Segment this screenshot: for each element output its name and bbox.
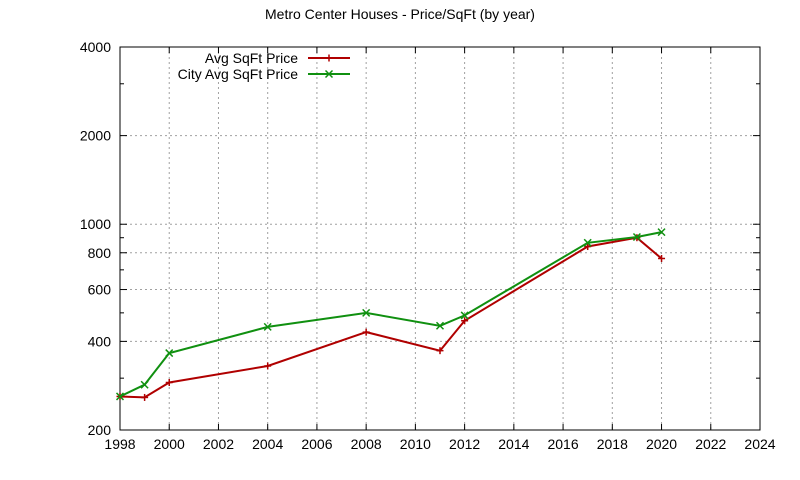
data-point xyxy=(632,232,641,242)
data-point xyxy=(461,317,469,325)
y-tick-label: 2000 xyxy=(80,128,111,144)
data-point xyxy=(325,54,333,62)
legend-label: City Avg SqFt Price xyxy=(178,66,299,82)
x-tick-label: 2012 xyxy=(449,436,480,452)
chart-title: Metro Center Houses - Price/SqFt (by yea… xyxy=(265,6,535,22)
data-point xyxy=(263,322,272,331)
x-tick-label: 2002 xyxy=(203,436,234,452)
data-point-mark xyxy=(583,238,592,247)
series-city-avg-sqft-price xyxy=(115,228,666,401)
data-point-mark xyxy=(324,69,334,79)
x-tick-label: 2018 xyxy=(597,436,628,452)
x-tick-label: 2024 xyxy=(744,436,775,452)
series-line xyxy=(119,236,663,399)
data-point xyxy=(264,362,272,370)
data-point xyxy=(436,347,444,355)
y-tick-label: 200 xyxy=(88,422,112,438)
data-point xyxy=(141,393,149,401)
y-tick-label: 600 xyxy=(88,282,112,298)
data-point xyxy=(165,378,173,386)
x-tick-label: 2010 xyxy=(400,436,431,452)
legend-entry: Avg SqFt Price xyxy=(205,50,350,66)
x-tick-label: 2000 xyxy=(154,436,185,452)
grid-lines xyxy=(120,47,760,430)
data-point xyxy=(435,321,445,330)
data-point xyxy=(658,254,666,262)
x-tick-label: 2004 xyxy=(252,436,283,452)
x-tick-label: 2022 xyxy=(695,436,726,452)
data-point xyxy=(362,308,371,317)
y-tick-label: 400 xyxy=(88,333,112,349)
x-tick-label: 2016 xyxy=(547,436,578,452)
x-tick-label: 1998 xyxy=(104,436,135,452)
legend-entry: City Avg SqFt Price xyxy=(178,66,350,82)
legend-label: Avg SqFt Price xyxy=(205,50,298,66)
data-point-mark xyxy=(460,311,469,320)
data-point-mark xyxy=(632,232,641,242)
data-point xyxy=(324,69,334,79)
plot-frame xyxy=(119,46,761,431)
data-point xyxy=(115,392,125,401)
x-tick-label: 2006 xyxy=(301,436,332,452)
data-point xyxy=(460,311,469,320)
y-tick-label: 1000 xyxy=(80,216,111,232)
x-tick-label: 2014 xyxy=(498,436,529,452)
x-tick-label: 2020 xyxy=(646,436,677,452)
x-axis-tick-labels: 1998 2000 2002 2004 2006 2008 2010 2012 2014 2016… xyxy=(104,436,775,452)
data-point-mark xyxy=(362,308,371,317)
data-point-mark xyxy=(115,392,125,401)
series-line xyxy=(119,231,662,398)
data-point-mark xyxy=(435,321,445,330)
data-point-mark xyxy=(263,322,272,331)
x-tick-label: 2008 xyxy=(351,436,382,452)
data-point-mark xyxy=(140,380,149,389)
data-point-mark xyxy=(657,228,666,237)
series-lines xyxy=(115,228,666,401)
axis-ticks xyxy=(119,46,761,431)
data-point xyxy=(165,349,174,358)
y-tick-label: 4000 xyxy=(80,39,111,55)
data-point xyxy=(583,238,592,247)
data-point xyxy=(584,243,592,251)
data-point xyxy=(657,228,666,237)
data-point-mark xyxy=(165,349,174,358)
data-point xyxy=(362,328,370,336)
y-tick-label: 800 xyxy=(88,245,112,261)
y-axis-tick-labels: 200 400 600 800 1000 2000 4000 xyxy=(80,39,111,438)
data-point xyxy=(140,380,149,389)
